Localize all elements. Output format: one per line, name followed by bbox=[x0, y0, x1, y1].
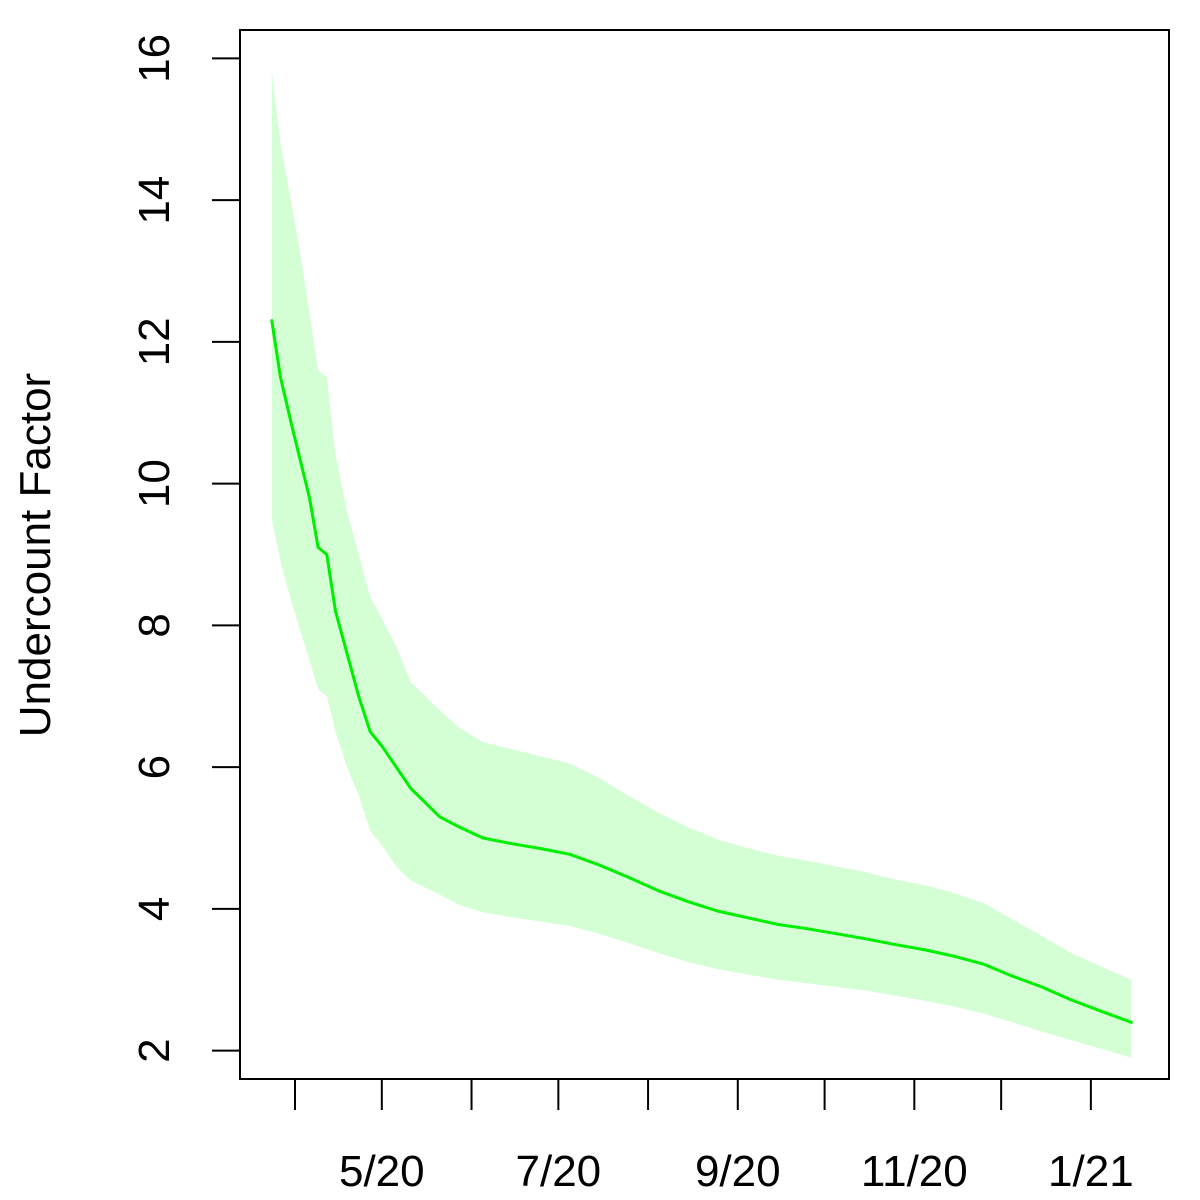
series-line bbox=[270, 319, 1133, 1024]
data-point bbox=[835, 933, 837, 935]
y-axis: 2 4 6 8 10 12 14 16 bbox=[130, 34, 241, 1063]
data-point bbox=[381, 745, 383, 747]
y-tick-label: 10 bbox=[130, 459, 179, 508]
x-tick-label: 5/20 bbox=[339, 1147, 425, 1196]
x-tick-label: 9/20 bbox=[695, 1147, 781, 1196]
data-point bbox=[1101, 1011, 1103, 1013]
data-point bbox=[326, 554, 328, 555]
data-point bbox=[864, 938, 866, 940]
x-tick-label: 11/20 bbox=[861, 1147, 968, 1196]
data-point bbox=[717, 910, 718, 912]
data-point bbox=[1130, 1021, 1132, 1023]
confidence-band bbox=[271, 72, 1132, 1058]
data-point bbox=[410, 787, 412, 789]
y-tick-label: 14 bbox=[130, 176, 179, 225]
series-line-layer bbox=[270, 319, 1133, 1024]
data-point bbox=[291, 426, 293, 428]
data-point bbox=[511, 843, 513, 845]
data-point bbox=[569, 853, 571, 855]
data-point bbox=[627, 876, 629, 878]
y-axis-title: Undercount Factor bbox=[11, 373, 60, 737]
y-tick-label: 12 bbox=[130, 317, 179, 366]
data-point bbox=[598, 864, 600, 866]
data-point bbox=[893, 943, 895, 945]
data-point bbox=[271, 320, 273, 322]
data-point bbox=[1041, 986, 1043, 988]
data-point bbox=[369, 731, 371, 733]
x-tick-label: 1/21 bbox=[1048, 1147, 1134, 1196]
data-point bbox=[300, 461, 302, 463]
data-point bbox=[309, 497, 310, 499]
confidence-band-layer bbox=[271, 72, 1132, 1058]
x-axis: 5/20 7/20 9/20 11/20 1/21 bbox=[293, 1078, 1134, 1196]
y-tick-label: 16 bbox=[130, 34, 179, 83]
data-point bbox=[358, 695, 360, 697]
data-point bbox=[659, 890, 661, 892]
data-point bbox=[688, 901, 690, 903]
data-point bbox=[806, 928, 808, 930]
data-point bbox=[335, 610, 336, 612]
y-tick-label: 8 bbox=[130, 613, 179, 637]
data-point bbox=[777, 924, 779, 925]
data-point bbox=[954, 955, 956, 957]
data-point bbox=[540, 848, 542, 850]
data-point bbox=[983, 963, 985, 965]
x-tick-label: 7/20 bbox=[516, 1147, 602, 1196]
data-point bbox=[459, 826, 461, 828]
data-point bbox=[280, 376, 281, 378]
data-point bbox=[395, 766, 397, 768]
data-point bbox=[748, 917, 750, 919]
data-point bbox=[925, 949, 927, 951]
data-point bbox=[482, 837, 484, 839]
data-point bbox=[346, 653, 348, 655]
y-tick-label: 2 bbox=[130, 1038, 179, 1062]
data-point bbox=[424, 802, 426, 804]
data-point bbox=[317, 546, 319, 548]
y-tick-label: 4 bbox=[130, 897, 179, 921]
data-point bbox=[1012, 975, 1014, 977]
y-tick-label: 6 bbox=[130, 755, 179, 779]
data-point bbox=[439, 816, 441, 818]
data-point bbox=[1070, 999, 1072, 1001]
